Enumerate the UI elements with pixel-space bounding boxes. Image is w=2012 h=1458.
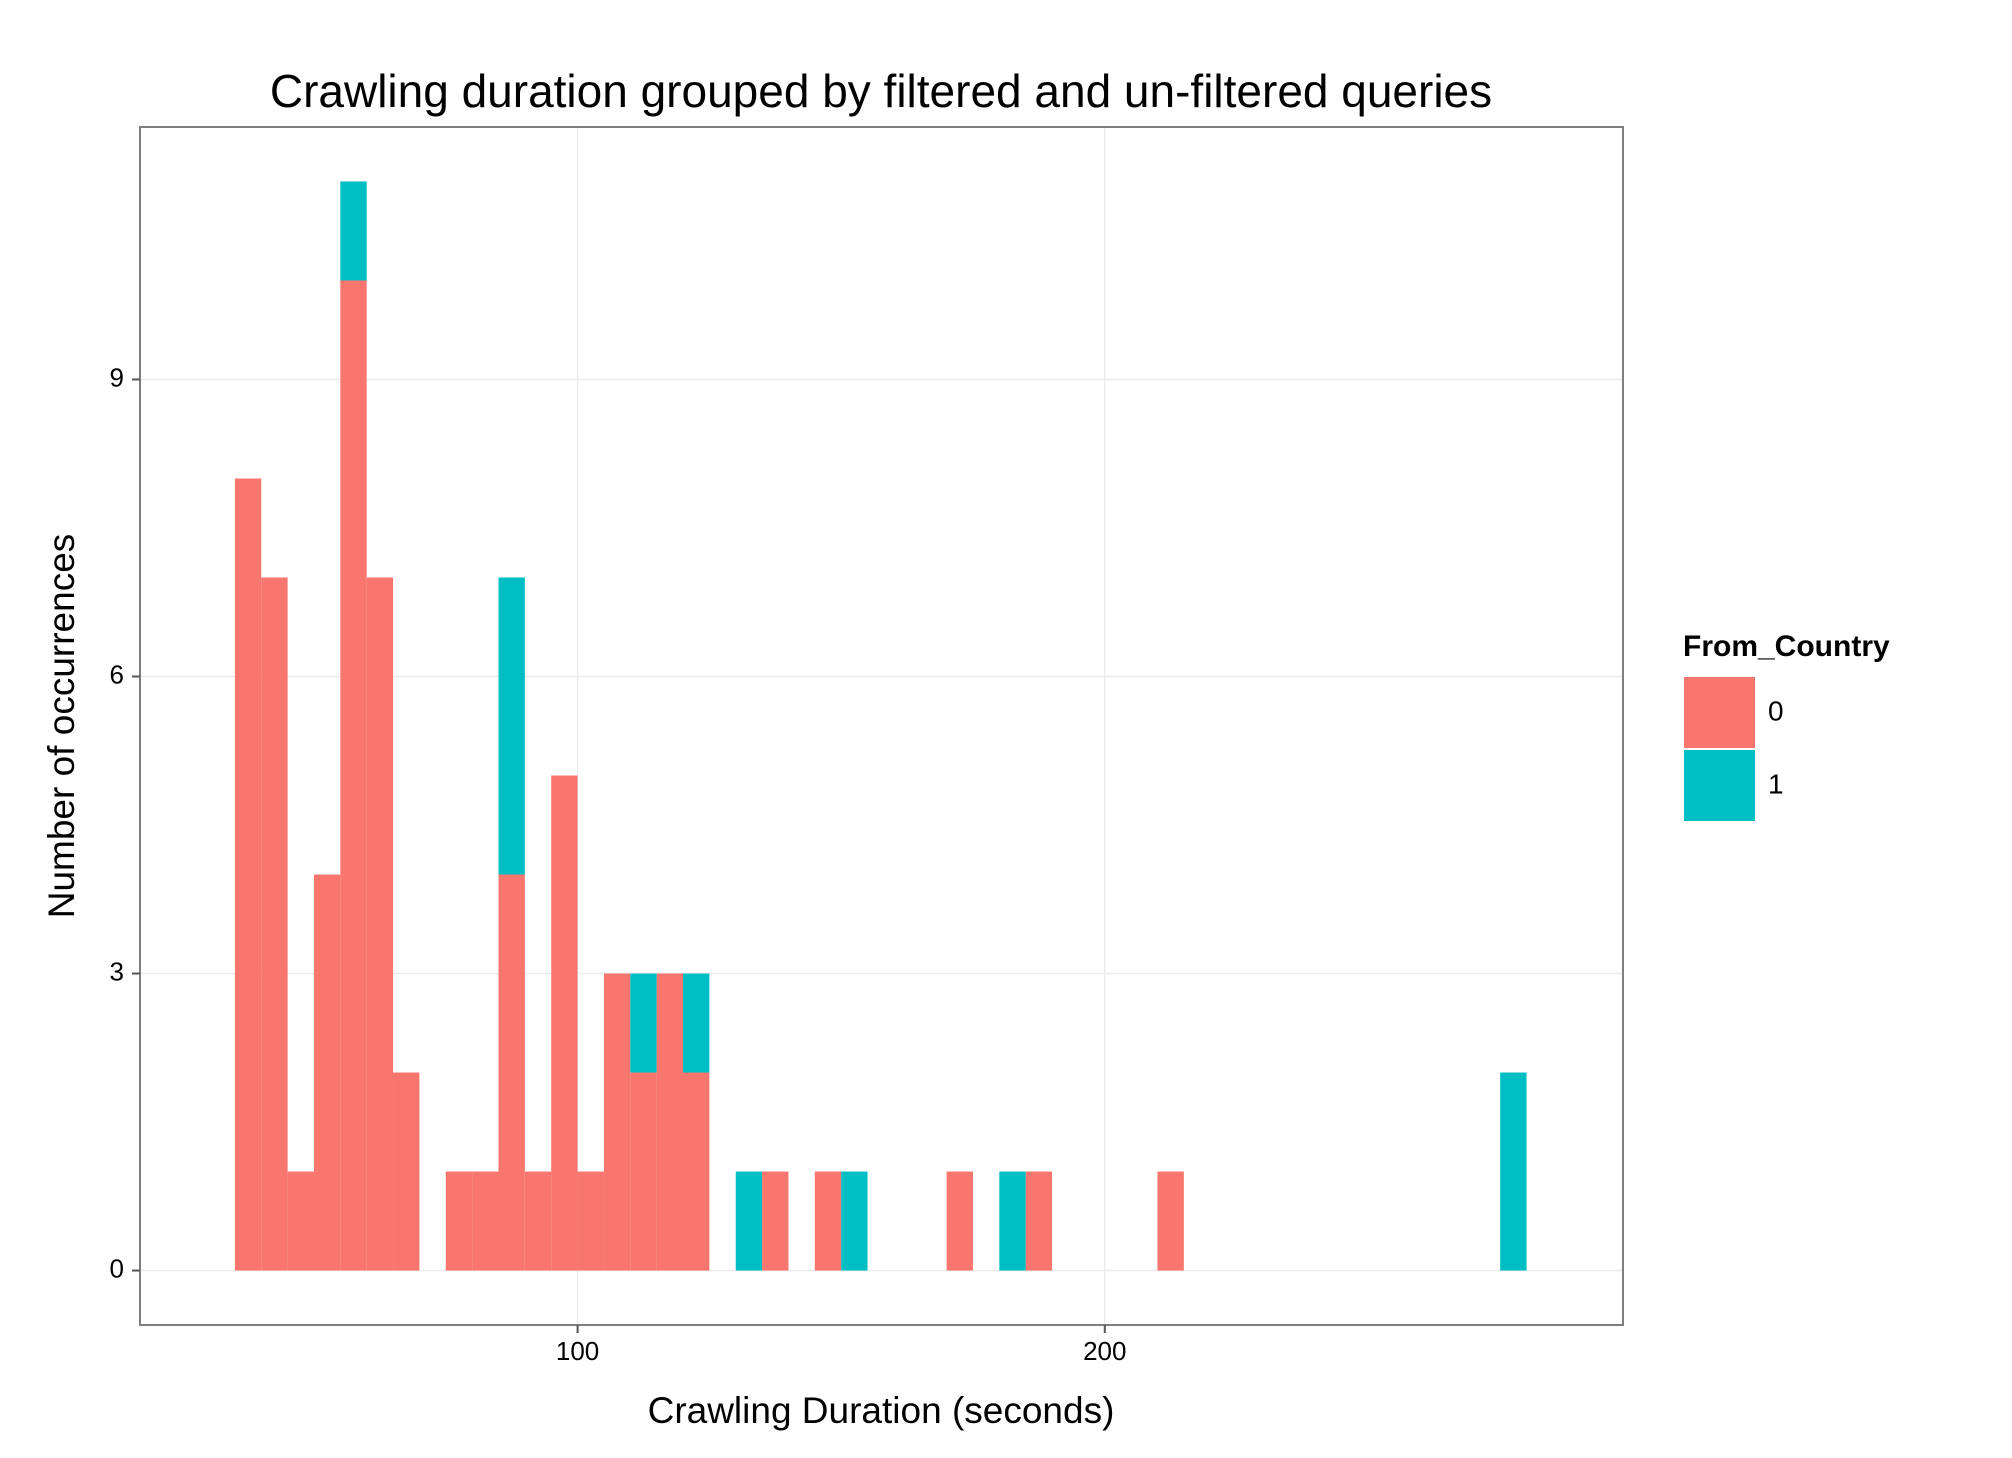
bar-segment bbox=[1025, 1171, 1053, 1271]
bar-segment bbox=[366, 577, 394, 1271]
bar-segment bbox=[498, 874, 525, 1271]
bar-segment bbox=[551, 775, 578, 1271]
legend-key bbox=[1682, 675, 1757, 750]
bar-segment bbox=[630, 1072, 657, 1271]
bar-segment bbox=[524, 1171, 552, 1271]
bar-segment bbox=[1500, 1072, 1527, 1271]
y-tick-label: 6 bbox=[110, 659, 124, 689]
x-tick-label: 200 bbox=[1083, 1336, 1126, 1366]
bar-segment bbox=[498, 577, 525, 875]
chart-title: Crawling duration grouped by filtered an… bbox=[270, 65, 1492, 117]
legend-title: From_Country bbox=[1683, 630, 1890, 663]
legend-key bbox=[1682, 748, 1757, 823]
bar-segment bbox=[841, 1171, 868, 1271]
bar-segment bbox=[261, 577, 288, 1271]
bar-segment bbox=[1157, 1171, 1184, 1271]
bar-segment bbox=[445, 1171, 473, 1271]
y-tick-label: 9 bbox=[110, 362, 124, 392]
bar-segment bbox=[683, 1072, 710, 1271]
legend-label: 0 bbox=[1768, 695, 1784, 726]
bar-segment bbox=[735, 1171, 763, 1271]
x-axis-label: Crawling Duration (seconds) bbox=[648, 1390, 1115, 1431]
panel-border bbox=[139, 126, 1624, 1326]
bar-segment bbox=[472, 1171, 499, 1271]
bar-segment bbox=[313, 874, 341, 1271]
bar-segment bbox=[946, 1171, 973, 1271]
bar-segment bbox=[340, 280, 367, 1271]
y-tick-label: 3 bbox=[110, 956, 124, 986]
bar-segment bbox=[603, 973, 631, 1271]
bar-segment bbox=[234, 478, 262, 1271]
bar-segment bbox=[999, 1171, 1026, 1271]
bar-segment bbox=[656, 973, 684, 1271]
bar-segment bbox=[340, 181, 367, 281]
y-axis-label: Number of occurrences bbox=[41, 534, 82, 919]
bar-segment bbox=[630, 973, 657, 1073]
y-tick-label: 0 bbox=[110, 1253, 124, 1283]
x-tick-label: 100 bbox=[556, 1336, 599, 1366]
plot-area bbox=[140, 127, 1623, 1325]
bar-segment bbox=[577, 1171, 604, 1271]
bar-segment bbox=[393, 1072, 420, 1271]
bar-segment bbox=[814, 1171, 842, 1271]
legend-label: 1 bbox=[1768, 768, 1784, 799]
bar-segment bbox=[762, 1171, 789, 1271]
bar-segment bbox=[287, 1171, 314, 1271]
bar-segment bbox=[683, 973, 710, 1073]
